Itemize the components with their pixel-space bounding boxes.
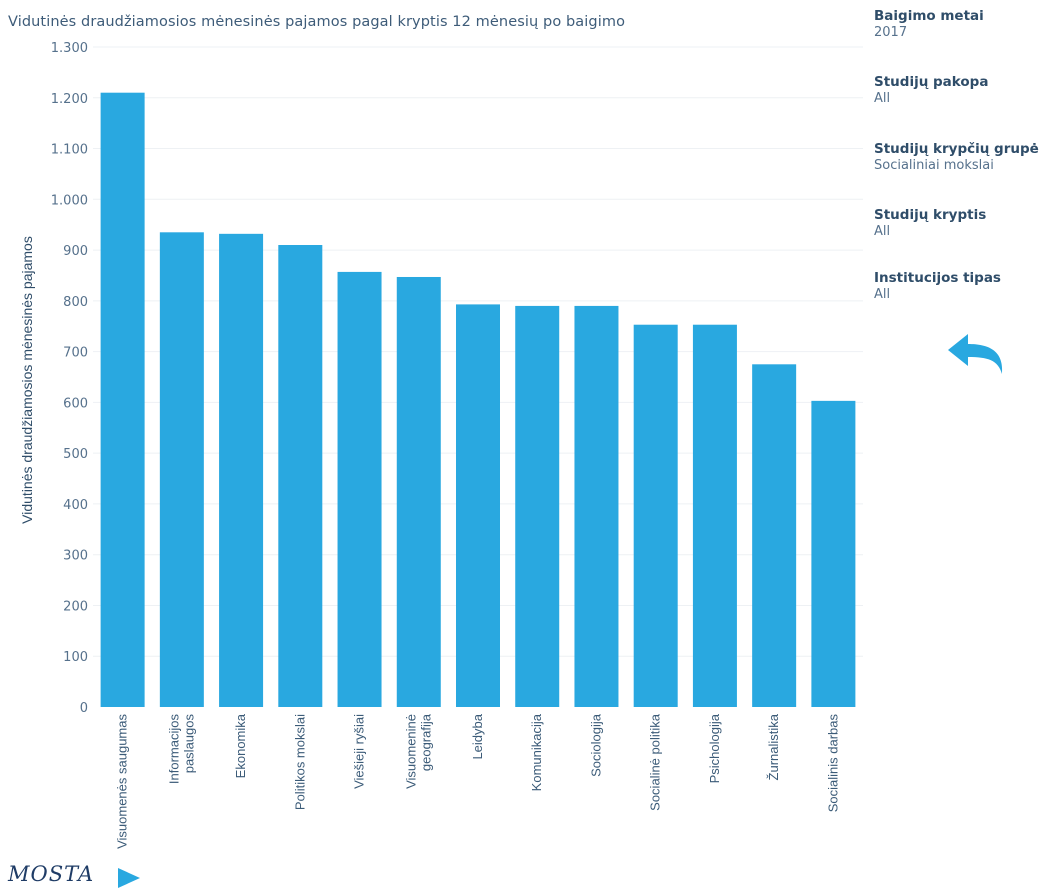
y-axis-ticks: 0 100 200 300 400 500 600 700 800 900 1.000 1.100 1.…	[51, 41, 88, 716]
bar[interactable]	[574, 305, 619, 707]
x-tick-label: Viešieji ryšiai	[352, 714, 367, 789]
x-tick-label: Psichologija	[707, 713, 722, 783]
x-tick-label: Visuomenės saugumas	[115, 714, 130, 849]
filter-title: Studijų krypčių grupė	[874, 141, 1039, 157]
y-tick-label: 1.200	[51, 92, 88, 107]
filter-value: Socialiniai mokslai	[874, 158, 994, 173]
x-tick-label: Leidyba	[470, 713, 485, 759]
y-tick-label: 700	[63, 346, 88, 361]
y-axis-label: Vidutinės draudžiamosios mėnesinės pajam…	[19, 236, 35, 524]
y-tick-label: 800	[63, 295, 88, 310]
bar[interactable]	[633, 324, 678, 707]
y-tick-label: 1.300	[51, 41, 88, 56]
filter-baigimo-metai[interactable]: Baigimo metai 2017	[874, 8, 984, 40]
play-arrow-icon	[118, 868, 140, 888]
y-tick-label: 1.000	[51, 193, 88, 208]
filter-title: Baigimo metai	[874, 8, 984, 24]
bar[interactable]	[752, 364, 797, 707]
y-tick-label: 600	[63, 396, 88, 411]
filter-title: Studijų kryptis	[874, 207, 987, 223]
y-tick-label: 500	[63, 447, 88, 462]
filter-studiju-kryptis[interactable]: Studijų kryptis All	[874, 207, 986, 239]
bar[interactable]	[515, 305, 560, 707]
bar[interactable]	[396, 276, 441, 707]
bars	[100, 92, 856, 708]
y-tick-label: 100	[63, 650, 88, 665]
logo-text: MOSTA	[8, 862, 95, 886]
filter-institucijos-tipas[interactable]: Institucijos tipas All	[874, 270, 1001, 302]
filter-studiju-pakopa[interactable]: Studijų pakopa All	[874, 74, 988, 106]
y-tick-label: 1.100	[51, 143, 88, 158]
filter-studiju-krypciu-grupe[interactable]: Studijų krypčių grupė Socialiniai moksla…	[874, 141, 1039, 173]
x-axis-ticks: Visuomenės saugumas Informacijospaslaugos…	[115, 713, 841, 849]
bar[interactable]	[100, 92, 145, 707]
y-tick-label: 200	[63, 599, 88, 614]
y-tick-label: 400	[63, 498, 88, 513]
bar[interactable]	[159, 232, 204, 708]
filter-value: All	[874, 91, 891, 106]
x-tick-label: Visuomeninėgeografija	[403, 713, 433, 789]
filter-value: All	[874, 224, 891, 239]
x-tick-label: Sociologija	[588, 713, 603, 777]
filter-value: All	[874, 287, 891, 302]
bar[interactable]	[456, 304, 500, 707]
y-tick-label: 900	[63, 244, 88, 259]
x-tick-label: Socialinis darbas	[825, 714, 840, 813]
filter-value: 2017	[874, 25, 908, 40]
bar[interactable]	[692, 324, 737, 707]
mosta-logo: MOSTA	[6, 862, 166, 892]
x-tick-label: Komunikacija	[529, 713, 544, 791]
bar[interactable]	[278, 245, 323, 707]
filter-title: Institucijos tipas	[874, 270, 1001, 286]
bar[interactable]	[219, 233, 264, 708]
back-button[interactable]	[944, 330, 1008, 378]
bar[interactable]	[811, 400, 856, 707]
x-tick-label: Ekonomika	[233, 713, 248, 778]
y-tick-label: 0	[80, 701, 88, 716]
x-tick-label: Politikos mokslai	[292, 714, 307, 810]
x-tick-label: Socialinė politika	[648, 713, 663, 811]
undo-arrow-icon	[948, 334, 1003, 374]
x-tick-label: Informacijospaslaugos	[166, 714, 196, 785]
y-tick-label: 300	[63, 549, 88, 564]
filter-title: Studijų pakopa	[874, 74, 989, 90]
bar[interactable]	[337, 271, 382, 707]
chart-title: Vidutinės draudžiamosios mėnesinės pajam…	[8, 14, 626, 30]
x-tick-label: Žurnalistika	[766, 713, 781, 780]
